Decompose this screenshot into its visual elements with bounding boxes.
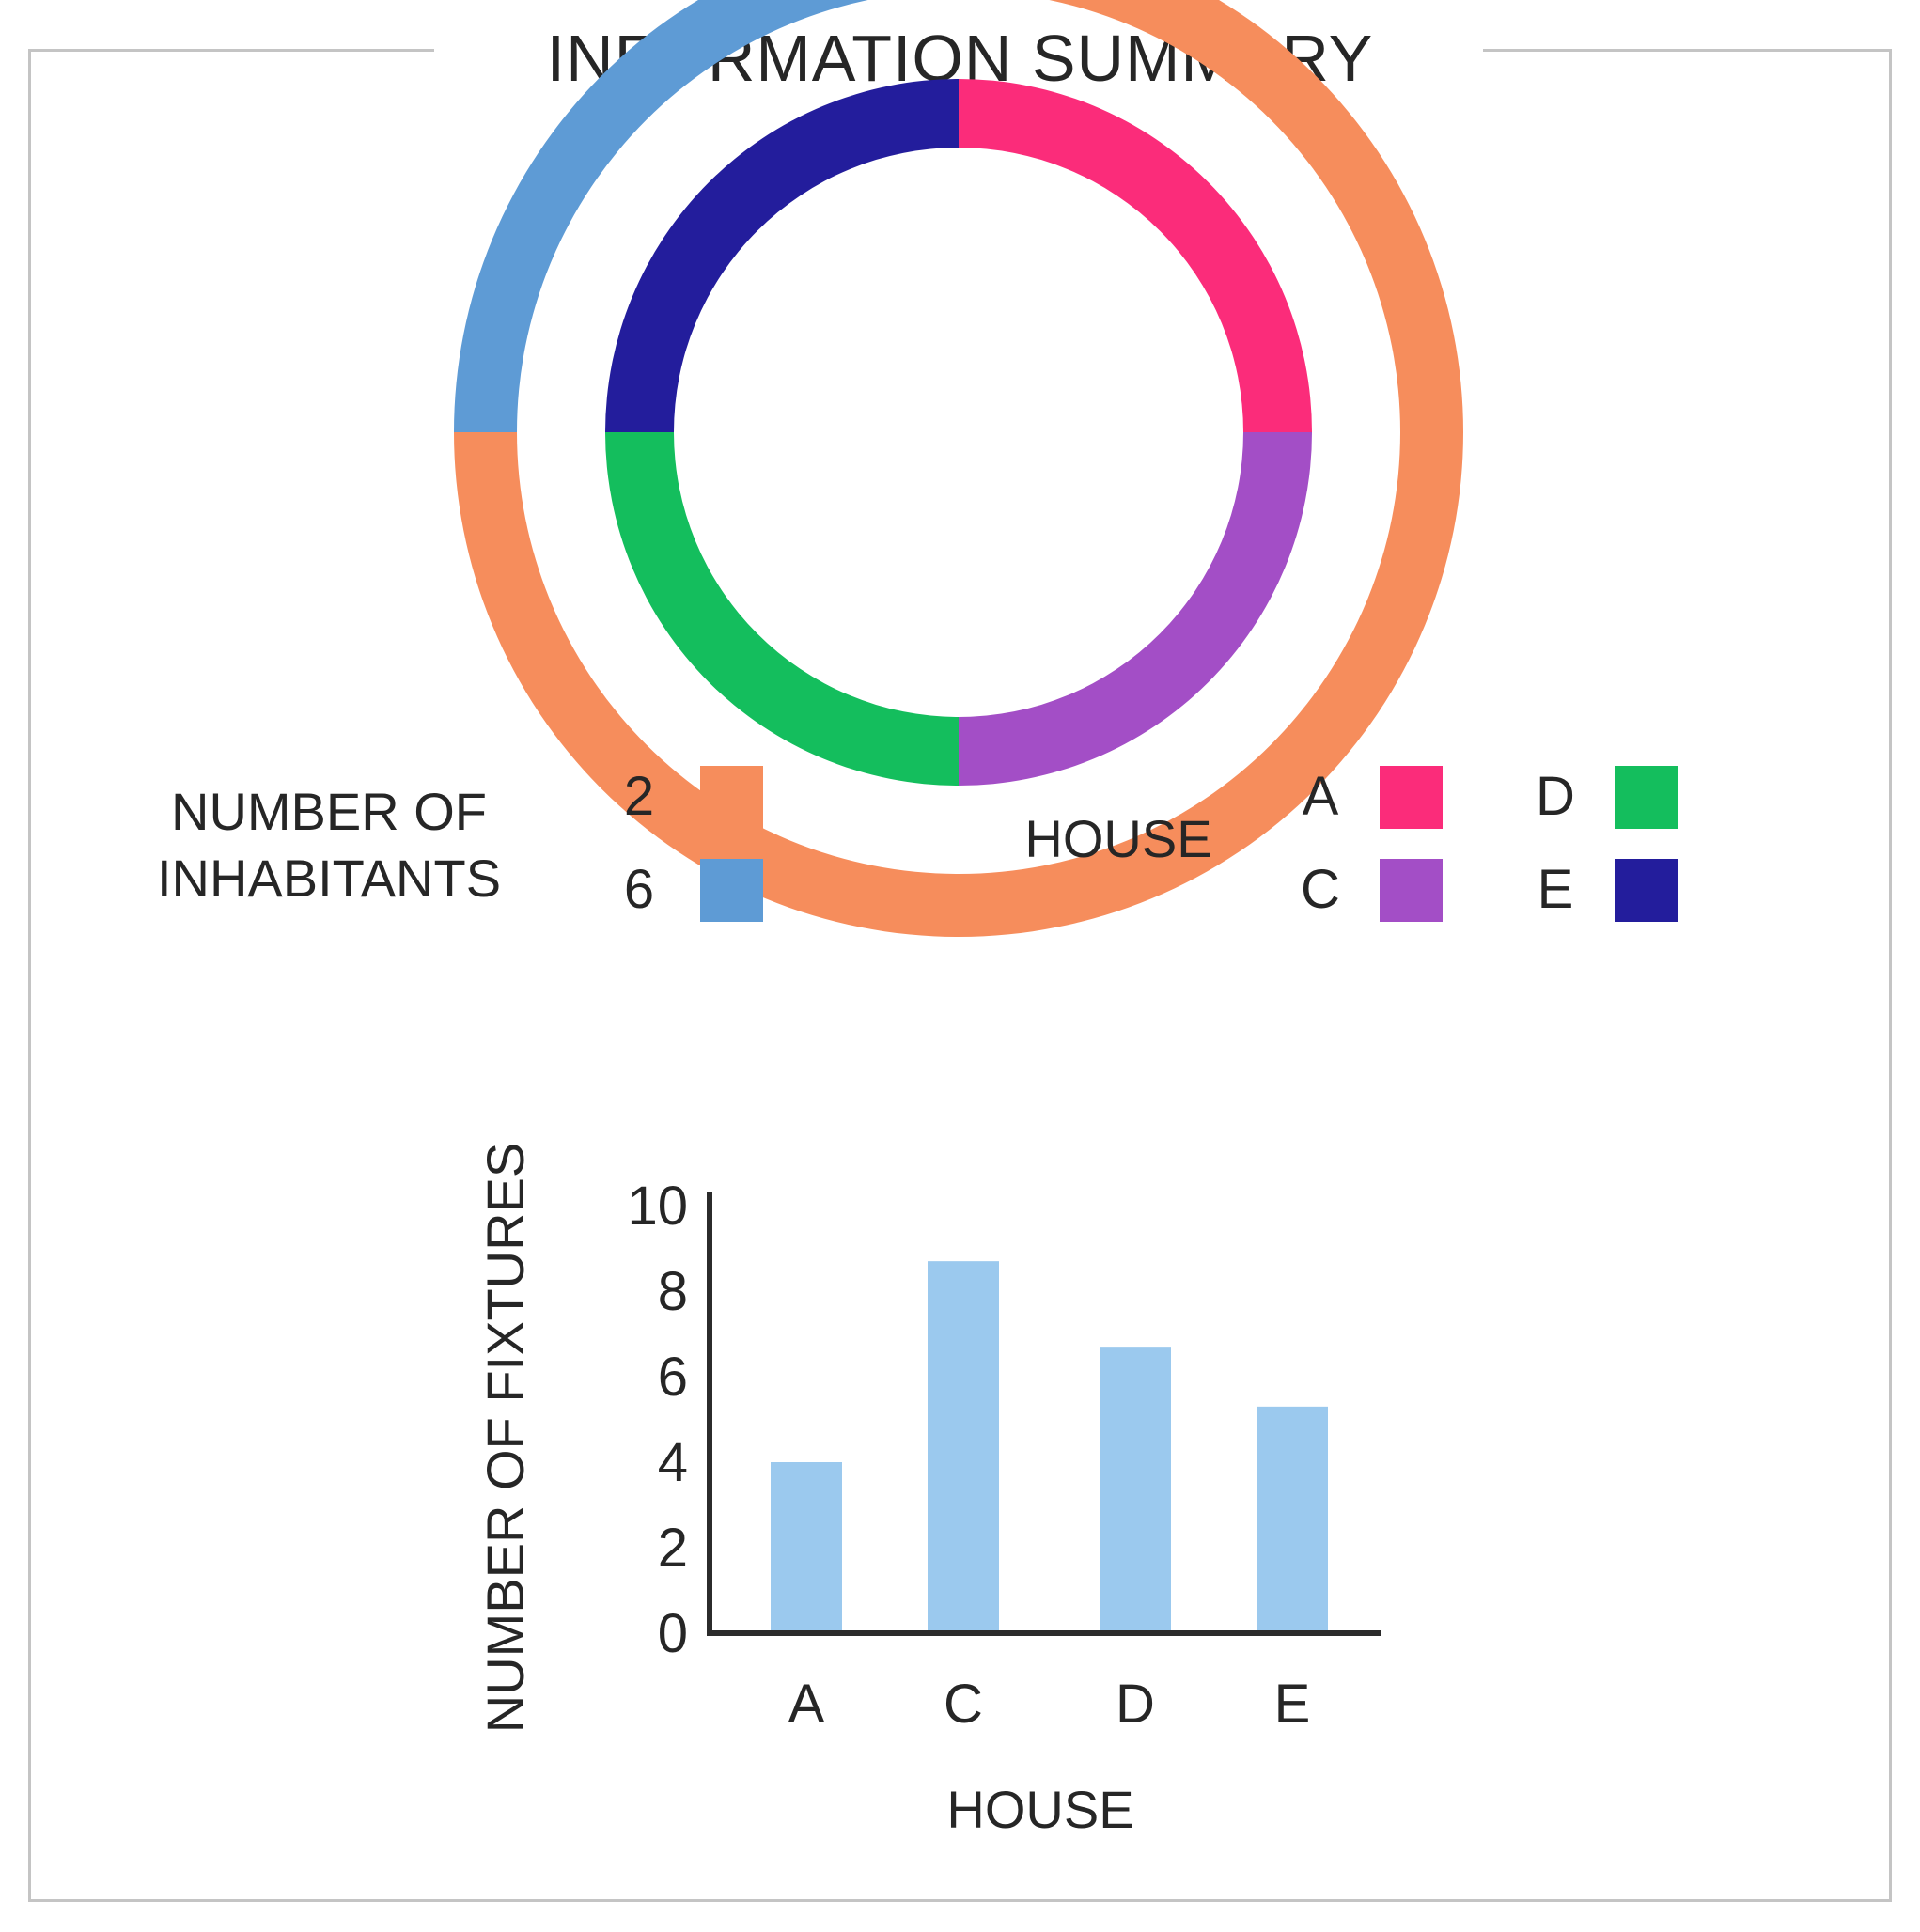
house-legend-swatch-c [1380,859,1443,922]
x-tick-label-e: E [1274,1674,1311,1735]
bar-d [1100,1347,1171,1633]
donut-chart [454,0,1463,937]
frame-top-border-left [28,49,434,52]
inhabitants-legend-swatch-6 [700,859,763,922]
house-legend-swatch-a [1380,766,1443,829]
y-tick-label-4: 4 [658,1432,688,1493]
inner-ring-slice-a [959,79,1312,432]
inhabitants-legend-title-line-2: INHABITANTS [157,849,501,908]
inhabitants-legend-title-line-1: NUMBER OF [171,782,487,841]
inhabitants-legend-label-6: 6 [624,859,654,920]
house-legend-label-e: E [1538,859,1574,920]
frame-left-border [28,49,31,1902]
inner-ring-slice-e [605,79,959,432]
frame-right-border [1889,49,1892,1902]
bar-c [928,1261,999,1633]
frame-top-border-right [1483,49,1892,52]
inner-ring-slice-c [959,432,1312,786]
y-tick-label-8: 8 [658,1261,688,1322]
x-tick-label-d: D [1116,1674,1155,1735]
inhabitants-legend-swatch-2 [700,766,763,829]
outer-ring-slice-6 [454,0,868,432]
y-tick-label-0: 0 [658,1603,688,1664]
x-tick-label-a: A [788,1674,825,1735]
bar-a [771,1462,842,1633]
y-tick-label-10: 10 [627,1176,688,1237]
y-tick-label-6: 6 [658,1347,688,1408]
house-legend-label-a: A [1303,766,1339,827]
house-legend-swatch-e [1615,859,1678,922]
house-legend-label-c: C [1301,859,1340,920]
inhabitants-legend-label-2: 2 [624,766,654,827]
house-legend-label-d: D [1536,766,1575,827]
x-tick-label-c: C [944,1674,983,1735]
y-tick-label-2: 2 [658,1518,688,1579]
frame-bottom-border [28,1899,1892,1902]
house-legend-title: HOUSE [1024,809,1211,868]
y-axis-title: NUMBER OF FIXTURES [476,1143,535,1733]
house-legend-swatch-d [1615,766,1678,829]
inner-ring-slice-d [605,432,959,786]
bar-e [1257,1406,1328,1633]
x-axis-title: HOUSE [946,1780,1133,1839]
donut-legend: NUMBER OF INHABITANTS 2 6 HOUSE AC DE [157,766,1678,922]
